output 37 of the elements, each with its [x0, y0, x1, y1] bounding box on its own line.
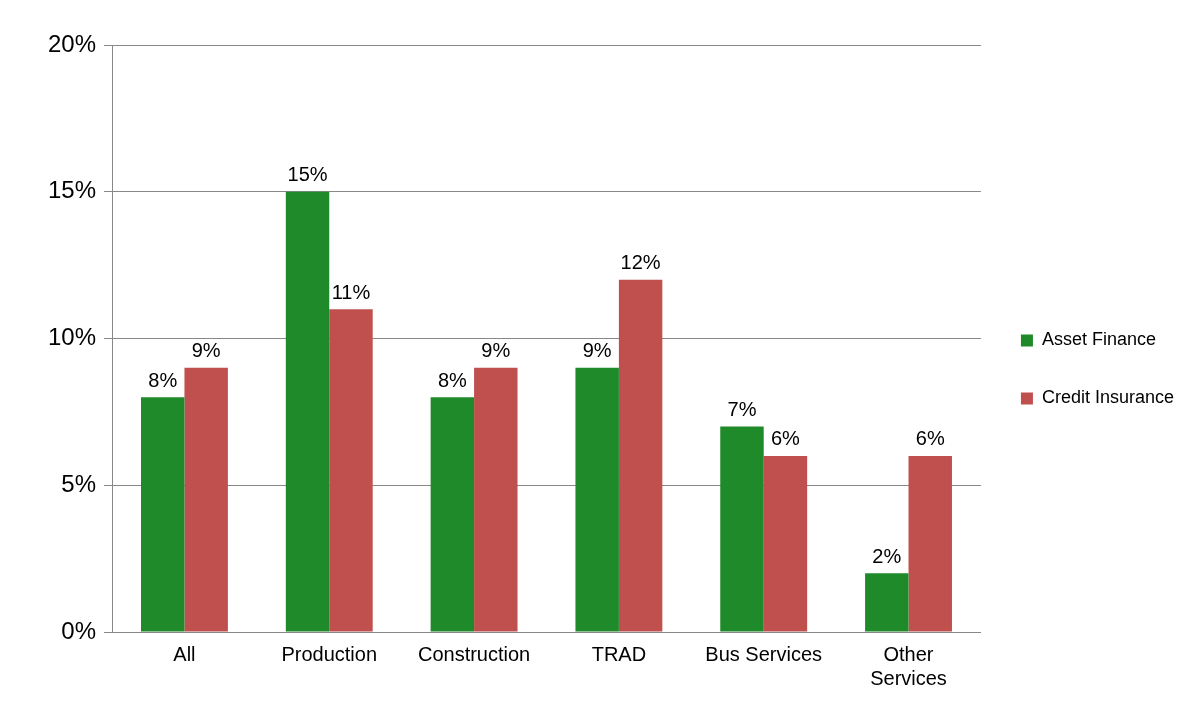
legend-label: Credit Insurance — [1041, 387, 1175, 408]
bar — [430, 397, 475, 632]
y-tick-label: 15% — [47, 176, 97, 204]
bar — [141, 397, 185, 632]
data-label: 6% — [770, 427, 801, 450]
y-tick-label: 10% — [47, 323, 97, 351]
data-label: 11% — [331, 280, 371, 303]
bar — [575, 367, 619, 632]
bar — [184, 367, 228, 632]
data-label: 9% — [582, 339, 612, 362]
x-tick-label: Other Services — [870, 642, 947, 689]
data-label: 9% — [191, 339, 221, 362]
data-label: 7% — [727, 398, 757, 421]
data-label: 6% — [915, 427, 945, 450]
data-label: 15% — [287, 163, 328, 186]
bar — [720, 426, 764, 632]
bar — [908, 455, 952, 632]
data-label: 9% — [481, 339, 511, 362]
x-tick-label: Bus Services — [705, 642, 823, 665]
x-tick-label: All — [173, 642, 196, 665]
x-tick-label: TRAD — [591, 642, 647, 665]
bar — [763, 455, 808, 632]
data-label: 8% — [437, 368, 468, 391]
bar — [865, 573, 909, 632]
data-label: 12% — [620, 251, 661, 274]
x-tick-label: Production — [281, 642, 378, 665]
legend-label: Asset Finance — [1041, 329, 1156, 350]
bar — [285, 191, 330, 632]
x-tick-label: Construction — [417, 642, 531, 665]
y-tick-label: 20% — [47, 29, 97, 57]
data-label: 8% — [148, 368, 178, 391]
bar — [474, 367, 518, 632]
y-tick-label: 5% — [61, 469, 97, 497]
bar — [618, 279, 663, 632]
data-label: 2% — [872, 544, 902, 567]
bar — [329, 309, 373, 632]
y-tick-label: 0% — [61, 616, 97, 644]
